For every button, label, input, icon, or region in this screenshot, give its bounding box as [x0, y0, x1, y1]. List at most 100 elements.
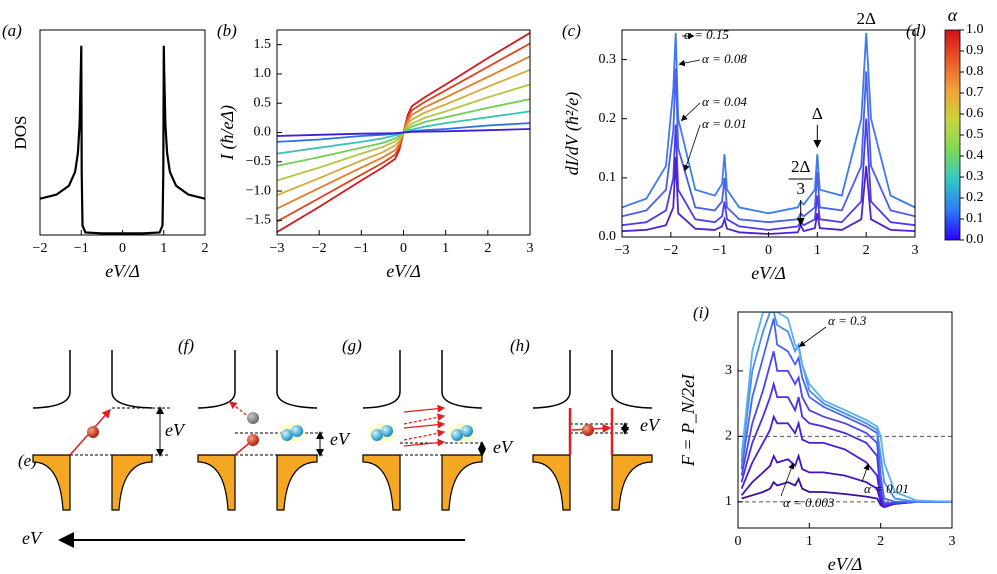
x-tick-label: 3 [949, 534, 956, 549]
particle [582, 424, 594, 436]
panel-label: (c) [562, 21, 581, 40]
y-axis-label: F = P_N/2eI [678, 373, 698, 467]
axes-frame [621, 29, 916, 238]
x-tick-label: 0 [735, 534, 742, 549]
annotation-arrow [798, 326, 827, 347]
colorbar-tick-label: 0.0 [966, 232, 984, 247]
annotation-numerator: 2Δ [791, 157, 811, 176]
tunnel-arrow [403, 438, 446, 447]
x-tick-label: −1 [712, 243, 727, 258]
x-tick-label: 3 [912, 243, 919, 258]
dos-lower [32, 454, 71, 511]
x-axis-label: eV/Δ [751, 263, 786, 283]
colorbar-tick-label: 0.1 [966, 211, 984, 226]
annotation: α = 0.3 [828, 313, 867, 328]
x-tick-label: −1 [354, 241, 369, 256]
series-line [740, 312, 952, 503]
series-line [740, 380, 952, 507]
series-line [622, 68, 915, 224]
x-tick-label: 1 [806, 534, 813, 549]
dos-lower [197, 454, 236, 511]
particle [87, 426, 99, 438]
x-tick-label: −2 [312, 241, 327, 256]
x-tick-label: 2 [202, 241, 209, 256]
y-axis-label: I (ħ/eΔ) [217, 105, 238, 161]
y-tick-label: 1.5 [254, 37, 272, 52]
particle [461, 425, 473, 437]
energy-label: eV [330, 429, 351, 449]
y-tick-label: 0.1 [599, 170, 617, 185]
tunnel-arrow [403, 404, 446, 413]
particle [247, 412, 259, 424]
energy-label: eV [640, 415, 661, 435]
colorbar-tick-label: 0.4 [966, 148, 984, 163]
particle [371, 429, 383, 441]
series-line [622, 32, 915, 215]
x-tick-label: 1 [442, 241, 449, 256]
series-line [277, 128, 530, 137]
series-line [622, 118, 915, 231]
diagram-label: (f) [178, 336, 194, 355]
dos-upper [362, 350, 401, 409]
colorbar-title: α [948, 5, 958, 25]
particle [381, 425, 393, 437]
x-tick-label: 1 [160, 241, 167, 256]
plot-area [622, 32, 915, 235]
y-tick-label: −0.5 [246, 154, 271, 169]
dos-upper [276, 350, 318, 409]
y-tick-label: 0.2 [599, 111, 617, 126]
x-tick-label: 1 [814, 243, 821, 258]
diagram-label: (h) [510, 336, 530, 355]
dos-lower [276, 454, 318, 511]
axes-frame [737, 311, 953, 529]
x-tick-label: −2 [663, 243, 678, 258]
y-tick-label: 0.3 [599, 52, 617, 67]
x-tick-label: 0 [400, 241, 407, 256]
colorbar [944, 29, 961, 241]
series-line [741, 476, 952, 509]
plot-area [740, 312, 952, 509]
series-line [740, 318, 952, 503]
x-axis-label: eV/Δ [386, 261, 421, 281]
y-axis-label: DOS [11, 115, 30, 149]
x-tick-label: −3 [615, 243, 630, 258]
y-tick-label: 0.0 [254, 125, 272, 140]
y-axis-label: dI/dV (ħ²/e) [562, 92, 583, 176]
colorbar-tick-label: 0.5 [966, 127, 984, 142]
particle [451, 429, 463, 441]
annotation-arrow [680, 102, 701, 122]
plot-area [277, 32, 530, 233]
colorbar-tick-label: 1.0 [966, 22, 984, 37]
series-line [740, 312, 952, 503]
annotation-denominator: 3 [796, 179, 805, 198]
annotation: Δ [812, 104, 823, 123]
plot-area [40, 45, 205, 235]
x-tick-label: 3 [527, 241, 534, 256]
tunnel-arrow [403, 413, 446, 425]
dos-upper [611, 350, 653, 409]
annotation: α = 0.15 [684, 27, 729, 42]
y-tick-label: 0.0 [599, 229, 617, 244]
x-tick-label: 2 [877, 534, 884, 549]
bias-label: eV [22, 528, 43, 548]
colorbar-tick-label: 0.3 [966, 169, 984, 184]
annotation: 2Δ [856, 9, 876, 28]
annotation-arrow [780, 462, 795, 497]
dos-upper [197, 350, 236, 409]
series-line [40, 45, 205, 235]
dos-upper [111, 350, 153, 409]
y-tick-label: 1.0 [254, 66, 272, 81]
x-tick-label: 0 [765, 243, 772, 258]
y-tick-label: −1.5 [246, 213, 271, 228]
panel-label: (i) [693, 303, 709, 322]
y-tick-label: 3 [725, 363, 732, 378]
annotation: α = 0.04 [702, 94, 747, 109]
particle [291, 425, 303, 437]
colorbar-tick-label: 0.8 [966, 64, 984, 79]
colorbar-tick-label: 0.6 [966, 106, 984, 121]
annotation: α = 0.08 [702, 51, 747, 66]
particle [247, 434, 259, 446]
annotation-arrow [861, 463, 870, 483]
dos-upper [32, 350, 71, 409]
